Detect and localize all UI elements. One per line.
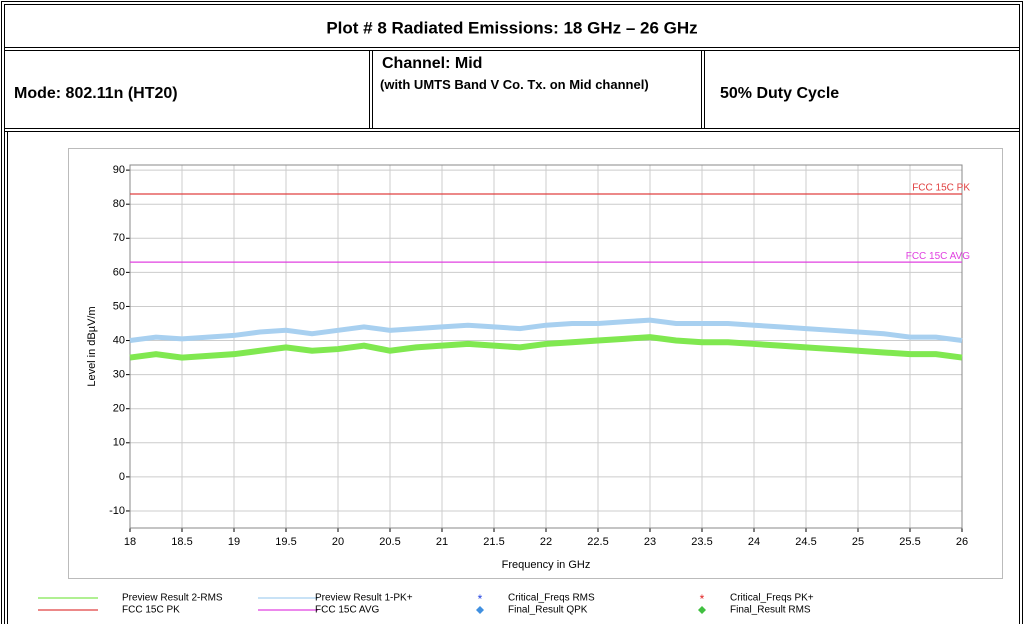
- legend-label: Critical_Freqs PK+: [730, 593, 814, 604]
- x-axis-label: Frequency in GHz: [502, 559, 591, 571]
- legend-label: Final_Result RMS: [730, 605, 811, 616]
- x-tick-label: 18: [124, 536, 136, 548]
- x-tick-label: 23: [644, 536, 656, 548]
- x-tick-label: 20.5: [379, 536, 400, 548]
- title: Plot # 8 Radiated Emissions: 18 GHz – 26…: [326, 18, 697, 37]
- y-tick-label: 0: [119, 471, 125, 483]
- y-tick-label: 80: [113, 198, 125, 210]
- x-tick-label: 20: [332, 536, 344, 548]
- y-tick-label: 70: [113, 232, 125, 244]
- legend-label: Critical_Freqs RMS: [508, 593, 595, 604]
- x-tick-label: 21.5: [483, 536, 504, 548]
- chart: -10 0 10 20 30 40 50 60 70 80 90 18 18.5 19 19.5 20 20.5…: [38, 164, 970, 616]
- channel-note-box: (with UMTS Band V Co. Tx. on Mid channel…: [380, 77, 649, 92]
- x-tick-label: 21: [436, 536, 448, 548]
- x-tick-label: 24: [748, 536, 760, 548]
- legend-label: FCC 15C PK: [122, 605, 180, 616]
- channel: Channel: Mid: [382, 55, 482, 72]
- plot-frame: [129, 164, 963, 529]
- x-tick-label: 25.5: [899, 536, 920, 548]
- y-tick-label: 40: [113, 334, 125, 346]
- legend-marker: *: [478, 592, 483, 606]
- y-tick-label: 90: [113, 164, 125, 176]
- series-line: [129, 317, 963, 344]
- limit-label: FCC 15C PK: [912, 183, 970, 194]
- chart-panel: [68, 148, 1003, 579]
- legend-label: Preview Result 1-PK+: [315, 593, 413, 604]
- legend-marker: *: [700, 592, 705, 606]
- y-tick-label: 60: [113, 266, 125, 278]
- y-tick-label: -10: [109, 505, 125, 517]
- legend-marker: [698, 606, 706, 614]
- y-tick-label: 50: [113, 300, 125, 312]
- legend-label: FCC 15C AVG: [315, 605, 379, 616]
- x-tick-label: 25: [852, 536, 864, 548]
- y-tick-label: 20: [113, 403, 125, 415]
- x-tick-label: 22.5: [587, 536, 608, 548]
- series-line: [129, 334, 963, 361]
- legend-marker: [476, 606, 484, 614]
- x-tick-label: 22: [540, 536, 552, 548]
- x-tick-label: 23.5: [691, 536, 712, 548]
- duty: 50% Duty Cycle: [720, 85, 839, 102]
- mode: Mode: 802.11n (HT20): [14, 85, 178, 102]
- x-tick-label: 19.5: [275, 536, 296, 548]
- x-tick-label: 24.5: [795, 536, 816, 548]
- x-tick-label: 26: [956, 536, 968, 548]
- x-tick-label: 18.5: [171, 536, 192, 548]
- y-axis-label: Level in dBµV/m: [86, 306, 98, 386]
- limit-label: FCC 15C AVG: [906, 251, 970, 262]
- inner-border: [4, 4, 1020, 629]
- y-tick-label: 10: [113, 437, 125, 449]
- y-tick-label: 30: [113, 369, 125, 381]
- channel-note: (with UMTS Band V Co. Tx. on Mid channel…: [380, 77, 649, 92]
- legend-label: Final_Result QPK: [508, 605, 588, 616]
- legend-label: Preview Result 2-RMS: [122, 593, 223, 604]
- x-tick-label: 19: [228, 536, 240, 548]
